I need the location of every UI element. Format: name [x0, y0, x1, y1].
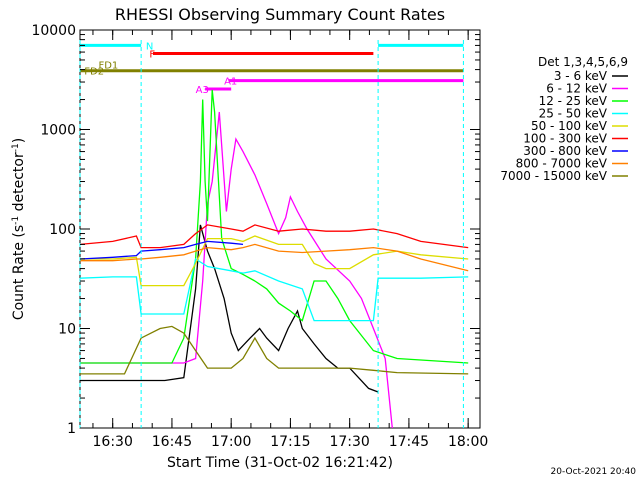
x-tick-label: 17:30: [329, 434, 369, 450]
x-axis-label: Start Time (31-Oct-02 16:21:42): [167, 455, 393, 471]
y-axis-label-end: ): [11, 138, 27, 143]
x-tick-label: 17:15: [270, 434, 310, 450]
state-bar-label: F: [149, 50, 155, 61]
legend-label: 3 - 6 keV: [554, 69, 608, 83]
state-bar-label: A1: [224, 77, 237, 88]
x-tick-label: 16:45: [152, 434, 192, 450]
chart-title: RHESSI Observing Summary Count Rates: [115, 5, 445, 24]
y-tick-label: 1: [67, 421, 76, 437]
x-tick-label: 18:00: [448, 434, 488, 450]
state-bar-label: N: [146, 41, 153, 52]
legend-label: 100 - 300 keV: [523, 132, 607, 146]
legend-label: 6 - 12 keV: [546, 82, 608, 96]
series-line: [80, 89, 469, 364]
y-tick-label: 100: [49, 222, 76, 238]
x-tick-label: 16:30: [93, 434, 133, 450]
legend-label: 7000 - 15000 keV: [500, 169, 607, 183]
y-tick-label: 1000: [40, 123, 76, 139]
state-bar-label: A3: [196, 85, 209, 96]
state-bar-label: FD1: [98, 61, 118, 72]
series-lines: [79, 89, 469, 429]
series-line: [80, 235, 469, 287]
legend-label: 800 - 7000 keV: [516, 157, 608, 171]
series-line: [80, 224, 379, 393]
legend-label: 50 - 100 keV: [531, 119, 608, 133]
series-line: [80, 111, 393, 429]
legend-label: 12 - 25 keV: [539, 94, 608, 108]
legend-label: 25 - 50 keV: [539, 107, 608, 121]
series-line: [80, 325, 469, 375]
legend-label: 300 - 800 keV: [523, 144, 607, 158]
state-bar-label: FD2: [84, 67, 104, 78]
y-tick-label: 10: [58, 322, 76, 338]
axes: 1 10 100 1000 10000 16:30 16:45 17:00 17:15 17:30…: [31, 23, 488, 450]
y-axis-label-sup2: -1: [11, 143, 21, 152]
vertical-markers: [79, 40, 464, 428]
series-line: [79, 224, 469, 249]
y-axis-label-main: Count Rate (s: [11, 225, 27, 320]
legend-title: Det 1,3,4,5,6,9: [538, 55, 628, 69]
series-line: [79, 257, 469, 322]
y-axis-label-mid: detector: [11, 152, 27, 216]
y-axis-label: Count Rate (s-1 detector-1): [11, 138, 27, 320]
x-tick-label: 17:45: [389, 434, 429, 450]
y-tick-label: 10000: [31, 23, 76, 39]
x-tick-label: 17:00: [211, 434, 251, 450]
footer-timestamp: 20-Oct-2021 20:40: [551, 467, 637, 477]
y-axis-label-sup1: -1: [11, 216, 21, 225]
series-line: [79, 240, 244, 260]
